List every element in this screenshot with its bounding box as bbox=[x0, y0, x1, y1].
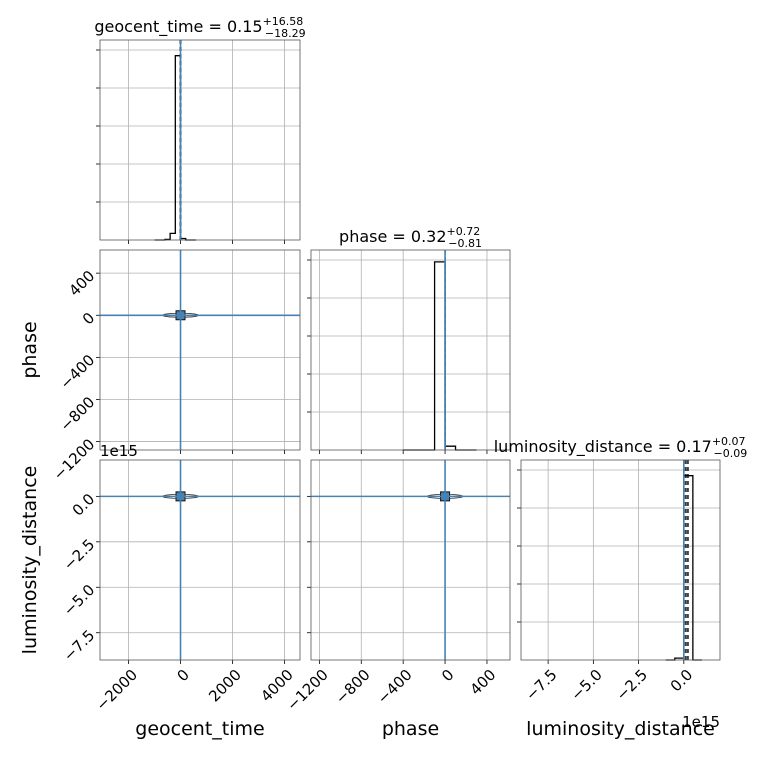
x-tick-label: 400 bbox=[466, 666, 499, 699]
grid bbox=[311, 460, 510, 660]
y-tick-label: −1200 bbox=[50, 435, 99, 484]
y-tick-label: −5.0 bbox=[60, 581, 98, 619]
y-tick-label: 400 bbox=[65, 267, 98, 300]
y-tick-label: 0 bbox=[79, 309, 98, 328]
x-tick-label: 2000 bbox=[205, 666, 245, 706]
axes-frame bbox=[99, 39, 301, 241]
y-tick-label: −7.5 bbox=[60, 626, 98, 664]
axes-frame bbox=[99, 249, 301, 451]
xlabel-phase: phase bbox=[382, 718, 439, 740]
x-tick-label: −400 bbox=[374, 666, 416, 708]
panel-luminosity_distance-luminosity_distance: luminosity_distance = 0.17+0.07 −0.09 −7.5… bbox=[494, 435, 748, 740]
xlabel-luminosity_distance: luminosity_distance bbox=[526, 718, 715, 740]
x-tick-label: −2000 bbox=[92, 666, 141, 715]
x-tick-label: 0 bbox=[438, 666, 457, 685]
x-tick-label: −7.5 bbox=[522, 666, 560, 704]
truth-marker bbox=[441, 492, 450, 501]
grid bbox=[311, 250, 510, 450]
title-geocent_time: geocent_time = 0.15+16.58 −18.29 bbox=[94, 15, 305, 40]
x-tick-label: 0 bbox=[174, 666, 193, 685]
y-tick-label: −400 bbox=[57, 351, 99, 393]
title-luminosity_distance: luminosity_distance = 0.17+0.07 −0.09 bbox=[494, 435, 748, 460]
y-tick-label: −2.5 bbox=[60, 535, 98, 573]
axes-frame bbox=[99, 459, 301, 661]
grid bbox=[100, 40, 300, 240]
title-phase: phase = 0.32+0.72 −0.81 bbox=[339, 225, 482, 250]
grid bbox=[100, 460, 300, 660]
truth-marker bbox=[176, 311, 185, 320]
histogram-geocent_time bbox=[154, 55, 197, 241]
panel-geocent_time-luminosity_distance: −7.5 −5.0 −2.5 0.0 luminosity_distance 1e15 −2… bbox=[19, 442, 301, 740]
y-tick-label: 0.0 bbox=[69, 490, 99, 520]
axes-frame bbox=[520, 459, 721, 661]
panel-phase-phase: phase = 0.32+0.72 −0.81 bbox=[307, 225, 511, 454]
truth-marker bbox=[176, 492, 185, 501]
y-offset-label: 1e15 bbox=[100, 442, 138, 460]
y-tick-label: −800 bbox=[57, 393, 99, 435]
grid bbox=[100, 250, 300, 450]
panel-geocent_time-geocent_time: geocent_time = 0.15+16.58 −18.29 bbox=[94, 15, 306, 244]
ylabel-phase: phase bbox=[19, 321, 41, 378]
axes-frame bbox=[310, 249, 511, 451]
x-offset-label: 1e15 bbox=[682, 713, 720, 731]
grid bbox=[521, 460, 720, 660]
x-tick-label: −5.0 bbox=[567, 666, 605, 704]
x-tick-label: −800 bbox=[332, 666, 374, 708]
x-tick-label: −2.5 bbox=[613, 666, 651, 704]
axes-frame bbox=[310, 459, 511, 661]
xlabel-geocent_time: geocent_time bbox=[135, 718, 264, 740]
x-tick-label: 0.0 bbox=[667, 666, 697, 696]
panel-geocent_time-phase: −1200−800−400 0 400 phase bbox=[19, 249, 301, 484]
ylabel-luminosity_distance: luminosity_distance bbox=[19, 466, 41, 655]
histogram-phase bbox=[403, 261, 477, 451]
